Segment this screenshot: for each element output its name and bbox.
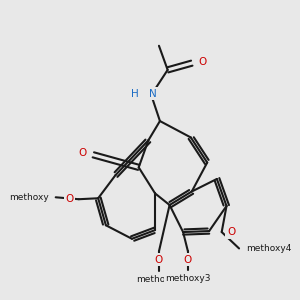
Text: methoxy3: methoxy3 xyxy=(165,274,211,283)
Text: methoxy: methoxy xyxy=(9,193,49,202)
Text: O: O xyxy=(155,255,163,265)
Text: O: O xyxy=(198,57,206,67)
Text: O: O xyxy=(227,227,235,237)
Text: methoxy2: methoxy2 xyxy=(136,275,182,284)
Text: O: O xyxy=(79,148,87,158)
Text: H: H xyxy=(131,88,139,98)
Text: methoxy4: methoxy4 xyxy=(246,244,292,253)
Text: O: O xyxy=(65,194,74,204)
Text: O: O xyxy=(184,255,192,265)
Text: N: N xyxy=(149,88,157,98)
